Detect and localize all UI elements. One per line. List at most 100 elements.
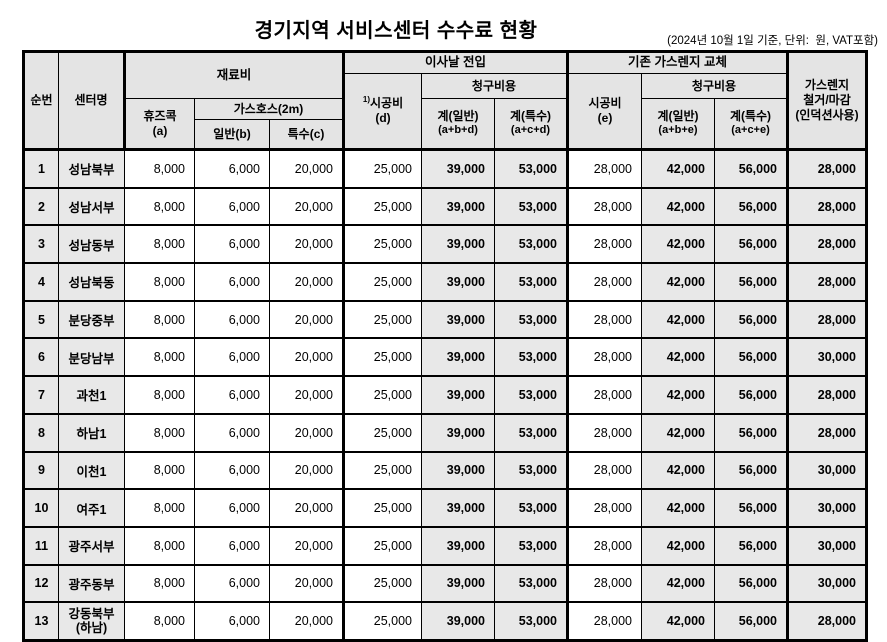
cell-center-name: 과천1 <box>58 375 125 415</box>
cell-move-cost: 25,000 <box>343 412 422 453</box>
th-e-total-special: 계(특수) (a+c+e) <box>714 98 789 150</box>
cell-rownum: 9 <box>23 450 59 491</box>
cell-d-total-special: 53,000 <box>494 375 569 415</box>
cell-e-total-normal: 42,000 <box>641 262 715 302</box>
th-d-total-normal: 계(일반) (a+b+d) <box>421 98 495 150</box>
th-hose-special: 특수(c) <box>269 119 345 150</box>
cell-center-name: 하남1 <box>58 412 125 453</box>
th-move-cost: 1)시공비 (d) <box>343 73 422 150</box>
cell-center-name: 광주서부 <box>58 525 125 566</box>
th-billing-e: 청구비용 <box>641 73 789 99</box>
cell-rownum: 2 <box>23 186 59 227</box>
cell-fusecock: 8,000 <box>124 525 195 566</box>
cell-center-name: 성남북동 <box>58 262 125 302</box>
cell-rownum: 3 <box>23 224 59 265</box>
cell-hose-special: 20,000 <box>269 450 345 491</box>
th-billing-d: 청구비용 <box>421 73 569 99</box>
cell-replace-cost: 28,000 <box>567 412 642 453</box>
th-fusecock: 휴즈콕 (a) <box>124 98 195 150</box>
cell-hose-normal: 6,000 <box>194 563 270 604</box>
table-row: 11 광주서부 8,000 6,000 20,000 25,000 39,000 53,000… <box>23 525 867 566</box>
cell-hose-normal: 6,000 <box>194 262 270 302</box>
th-material-group: 재료비 <box>124 51 345 99</box>
cell-fusecock: 8,000 <box>124 601 195 642</box>
cell-hose-special: 20,000 <box>269 525 345 566</box>
th-replace-cost: 시공비 (e) <box>567 73 642 150</box>
cell-e-total-special: 56,000 <box>714 488 789 528</box>
cell-removal: 30,000 <box>787 488 867 528</box>
cell-removal: 30,000 <box>787 525 867 566</box>
cell-d-total-normal: 39,000 <box>421 563 495 604</box>
th-center-name: 센터명 <box>58 51 126 150</box>
cell-rownum: 6 <box>23 337 59 378</box>
th-d-total-special: 계(특수) (a+c+d) <box>494 98 569 150</box>
cell-removal: 28,000 <box>787 375 867 415</box>
cell-move-cost: 25,000 <box>343 601 422 642</box>
cell-replace-cost: 28,000 <box>567 186 642 227</box>
table-row: 6 분당남부 8,000 6,000 20,000 25,000 39,000 53,000 2… <box>23 337 867 378</box>
th-movein-group: 이사날 전입 <box>343 51 569 74</box>
cell-d-total-normal: 39,000 <box>421 224 495 265</box>
cell-move-cost: 25,000 <box>343 299 422 340</box>
cell-hose-special: 20,000 <box>269 186 345 227</box>
cell-e-total-normal: 42,000 <box>641 148 715 189</box>
cell-move-cost: 25,000 <box>343 148 422 189</box>
cell-e-total-normal: 42,000 <box>641 525 715 566</box>
cell-e-total-normal: 42,000 <box>641 601 715 642</box>
cell-replace-cost: 28,000 <box>567 450 642 491</box>
cell-e-total-normal: 42,000 <box>641 224 715 265</box>
cell-hose-normal: 6,000 <box>194 148 270 189</box>
cell-rownum: 13 <box>23 601 59 642</box>
cell-rownum: 10 <box>23 488 59 528</box>
cell-hose-special: 20,000 <box>269 224 345 265</box>
cell-removal: 30,000 <box>787 563 867 604</box>
cell-center-name: 성남서부 <box>58 186 125 227</box>
cell-rownum: 8 <box>23 412 59 453</box>
cell-d-total-special: 53,000 <box>494 337 569 378</box>
cell-d-total-normal: 39,000 <box>421 412 495 453</box>
cell-center-name: 여주1 <box>58 488 125 528</box>
cell-fusecock: 8,000 <box>124 299 195 340</box>
cell-e-total-special: 56,000 <box>714 262 789 302</box>
cell-removal: 30,000 <box>787 450 867 491</box>
cell-replace-cost: 28,000 <box>567 488 642 528</box>
cell-e-total-special: 56,000 <box>714 412 789 453</box>
cell-move-cost: 25,000 <box>343 224 422 265</box>
cell-d-total-special: 53,000 <box>494 299 569 340</box>
cell-d-total-normal: 39,000 <box>421 148 495 189</box>
cell-e-total-normal: 42,000 <box>641 488 715 528</box>
cell-replace-cost: 28,000 <box>567 148 642 189</box>
table-row: 10 여주1 8,000 6,000 20,000 25,000 39,000 53,000 2… <box>23 488 867 528</box>
cell-e-total-normal: 42,000 <box>641 186 715 227</box>
table-row: 3 성남동부 8,000 6,000 20,000 25,000 39,000 53,000 2… <box>23 224 867 265</box>
cell-fusecock: 8,000 <box>124 148 195 189</box>
cell-e-total-special: 56,000 <box>714 186 789 227</box>
cell-removal: 28,000 <box>787 601 867 642</box>
cell-rownum: 4 <box>23 262 59 302</box>
cell-removal: 28,000 <box>787 148 867 189</box>
cell-e-total-special: 56,000 <box>714 148 789 189</box>
cell-d-total-special: 53,000 <box>494 488 569 528</box>
cell-d-total-normal: 39,000 <box>421 450 495 491</box>
cell-replace-cost: 28,000 <box>567 337 642 378</box>
cell-move-cost: 25,000 <box>343 186 422 227</box>
cell-hose-special: 20,000 <box>269 299 345 340</box>
cell-d-total-normal: 39,000 <box>421 299 495 340</box>
cell-d-total-normal: 39,000 <box>421 337 495 378</box>
cell-move-cost: 25,000 <box>343 337 422 378</box>
cell-fusecock: 8,000 <box>124 563 195 604</box>
cell-e-total-special: 56,000 <box>714 601 789 642</box>
th-gashose: 가스호스(2m) <box>194 98 345 120</box>
cell-removal: 28,000 <box>787 262 867 302</box>
cell-hose-special: 20,000 <box>269 148 345 189</box>
cell-rownum: 1 <box>23 148 59 189</box>
cell-rownum: 11 <box>23 525 59 566</box>
cell-d-total-special: 53,000 <box>494 525 569 566</box>
cell-d-total-special: 53,000 <box>494 563 569 604</box>
footnote-marker: 1) <box>362 95 370 104</box>
cell-hose-special: 20,000 <box>269 337 345 378</box>
cell-center-name: 강동북부 (하남) <box>58 601 125 642</box>
cell-hose-normal: 6,000 <box>194 224 270 265</box>
cell-replace-cost: 28,000 <box>567 525 642 566</box>
table-row: 1 성남북부 8,000 6,000 20,000 25,000 39,000 53,000 2… <box>23 148 867 189</box>
